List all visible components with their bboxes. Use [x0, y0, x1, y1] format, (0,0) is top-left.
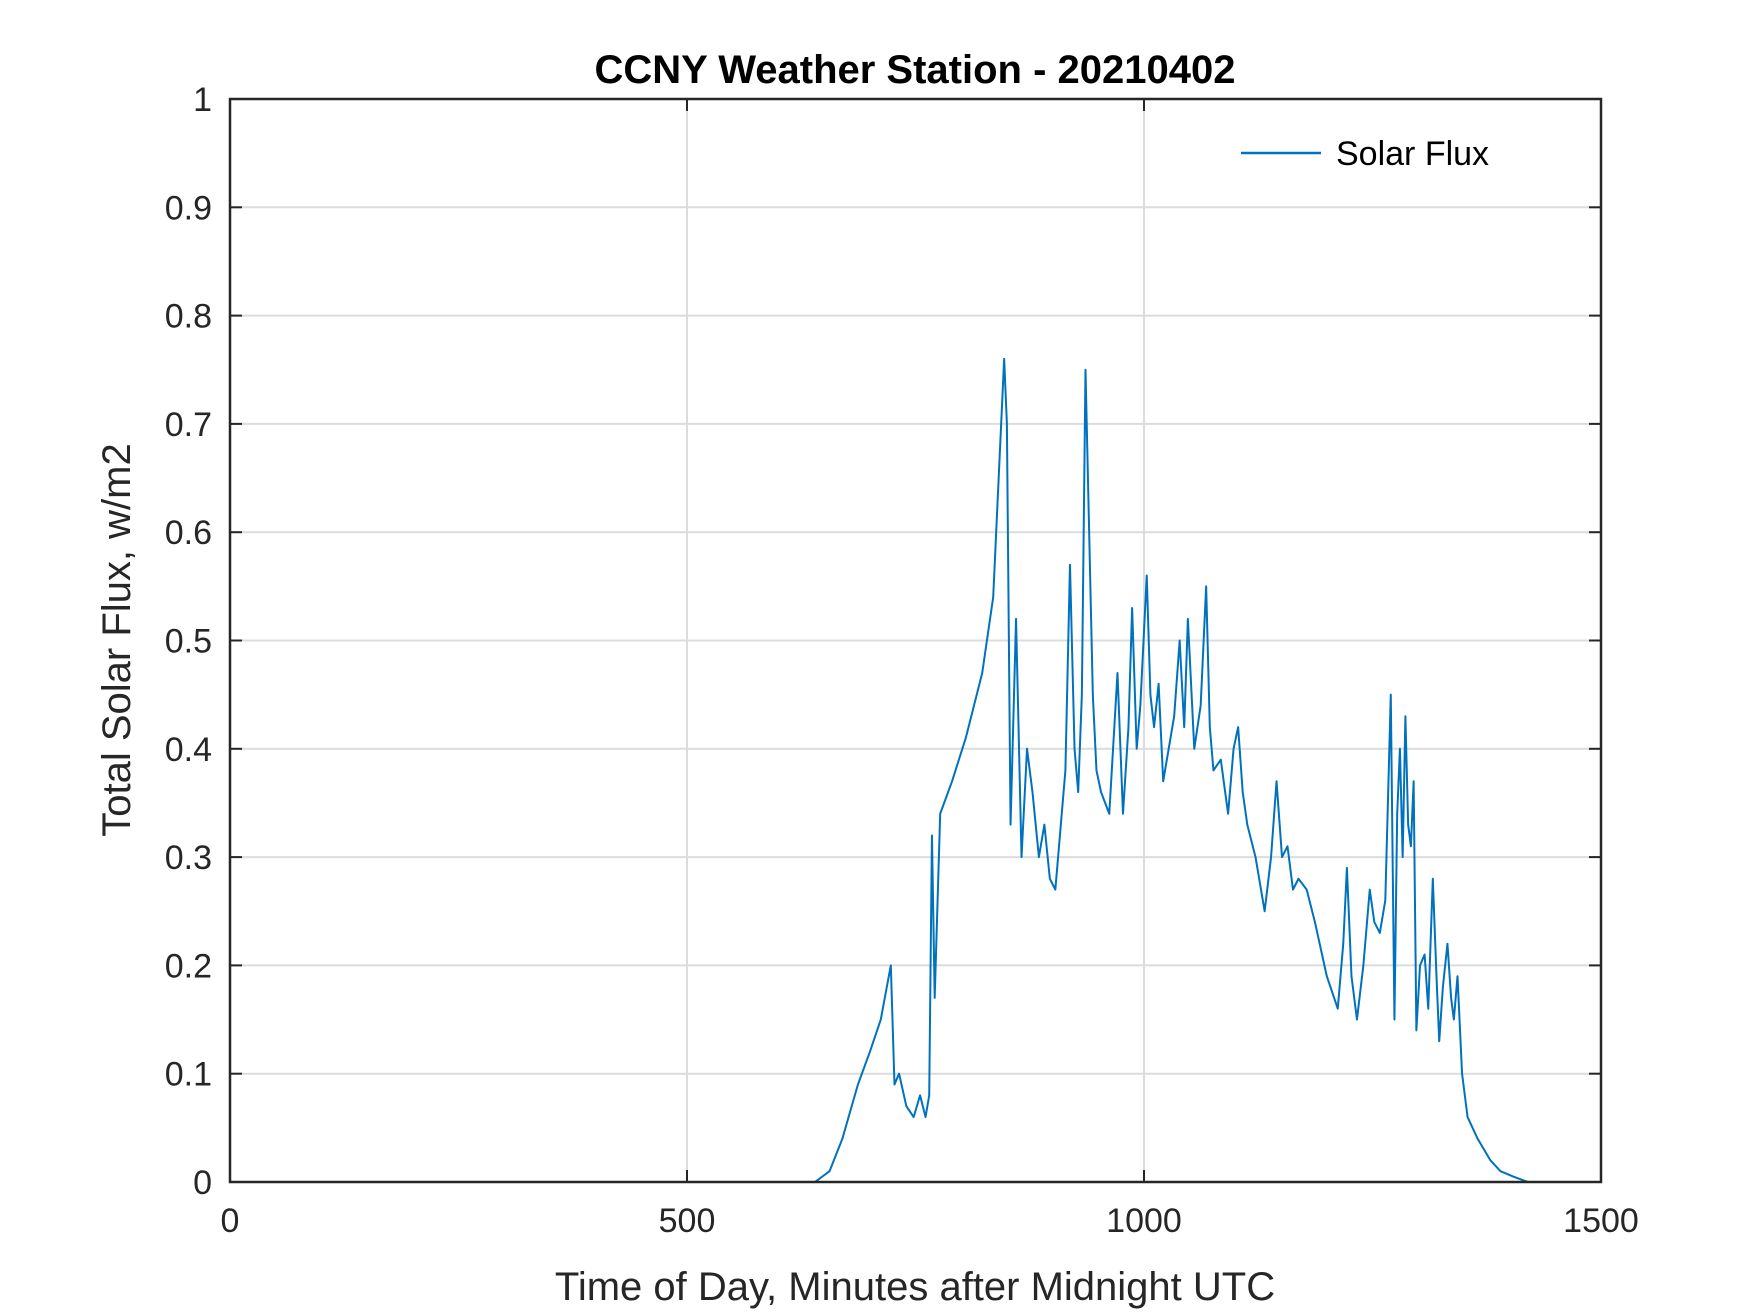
data-line: [230, 357, 1548, 1183]
x-tick-label: 1000: [1106, 1202, 1182, 1240]
chart-title: CCNY Weather Station - 20210402: [595, 48, 1236, 92]
y-tick-label: 0: [193, 1164, 212, 1202]
x-tick-label: 1500: [1563, 1202, 1639, 1240]
y-tick-label: 1: [193, 81, 212, 119]
y-tick-label: 0.4: [165, 731, 212, 769]
x-axis-label: Time of Day, Minutes after Midnight UTC: [555, 1265, 1275, 1309]
y-tick-label: 0.5: [165, 623, 212, 661]
x-tick-label: 0: [221, 1202, 240, 1240]
y-tick-label: 0.8: [165, 298, 212, 336]
y-tick-label: 0.2: [165, 947, 212, 985]
plot-frame: [228, 97, 1603, 1184]
y-tick-label: 0.1: [165, 1056, 212, 1094]
legend-label: Solar Flux: [1336, 135, 1489, 173]
y-tick-label: 0.9: [165, 189, 212, 227]
y-tick-label: 0.6: [165, 514, 212, 552]
x-tick-label: 500: [659, 1202, 716, 1240]
y-tick-label: 0.3: [165, 839, 212, 877]
y-tick-label: 0.7: [165, 406, 212, 444]
y-axis-label: Total Solar Flux, w/m2: [95, 443, 139, 836]
